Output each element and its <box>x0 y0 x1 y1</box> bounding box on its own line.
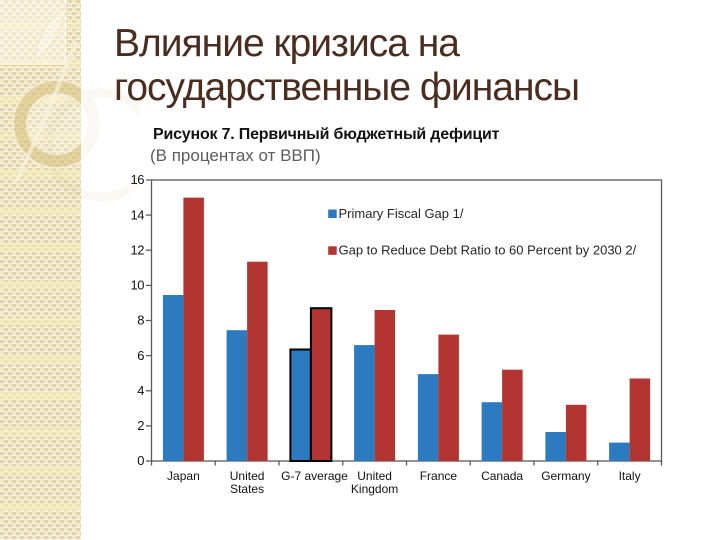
svg-text:Japan: Japan <box>167 469 200 483</box>
svg-text:States: States <box>230 482 264 496</box>
svg-text:0: 0 <box>137 453 144 468</box>
svg-text:2: 2 <box>137 418 144 433</box>
svg-text:14: 14 <box>131 207 145 222</box>
svg-text:Gap to Reduce Debt Ratio to 60: Gap to Reduce Debt Ratio to 60 Percent b… <box>339 243 637 258</box>
svg-text:10: 10 <box>131 278 145 293</box>
svg-text:United: United <box>230 469 265 483</box>
svg-text:12: 12 <box>131 242 145 257</box>
svg-text:Canada: Canada <box>481 469 523 483</box>
svg-text:4: 4 <box>137 383 144 398</box>
svg-text:France: France <box>420 469 458 483</box>
svg-text:Germany: Germany <box>541 469 590 483</box>
svg-text:United: United <box>357 469 392 483</box>
svg-text:Italy: Italy <box>619 469 641 483</box>
svg-text:Primary Fiscal Gap 1/: Primary Fiscal Gap 1/ <box>339 206 464 221</box>
svg-text:Kingdom: Kingdom <box>351 482 398 496</box>
svg-text:6: 6 <box>137 348 144 363</box>
svg-text:8: 8 <box>137 313 144 328</box>
svg-text:16: 16 <box>131 172 145 187</box>
svg-text:G-7 average: G-7 average <box>281 469 348 483</box>
